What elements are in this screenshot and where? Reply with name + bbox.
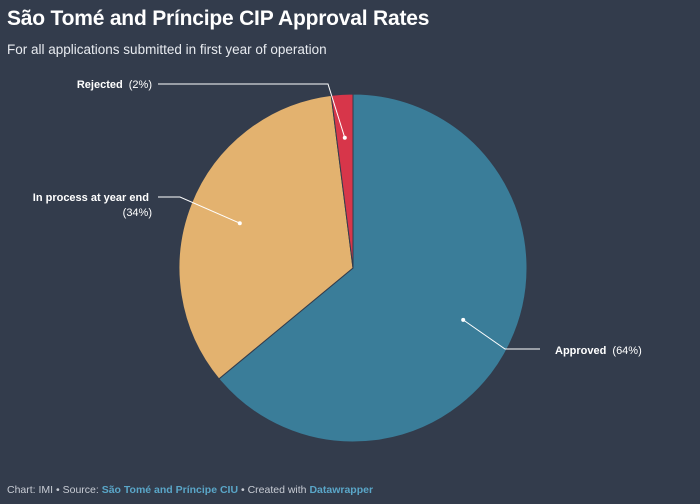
leader-dot-rejected <box>342 135 347 140</box>
pie-slice-in-process[interactable] <box>178 94 354 380</box>
chart-subtitle: For all applications submitted in first … <box>7 42 327 57</box>
footer-prefix: Chart: IMI • Source: <box>7 484 102 496</box>
label-name: Approved <box>555 345 606 357</box>
footer-credits: Chart: IMI • Source: São Tomé and Prínci… <box>7 484 373 496</box>
pie-slice-approved[interactable] <box>218 93 528 443</box>
label-value: (2%) <box>129 79 152 91</box>
label-value: (64%) <box>612 345 641 357</box>
slice-label-approved: Approved (64%) <box>555 345 642 357</box>
leader-dot-in-process <box>237 221 242 226</box>
chart-title: São Tomé and Príncipe CIP Approval Rates <box>7 7 430 30</box>
label-value: (34%) <box>123 207 152 219</box>
slice-label-rejected: Rejected (2%) <box>77 79 152 91</box>
leader-line-in-process <box>158 196 241 224</box>
label-name: Rejected <box>77 79 123 91</box>
source-link[interactable]: São Tomé and Príncipe CIU <box>101 484 239 496</box>
leader-line-rejected <box>158 83 346 138</box>
label-name: In process at year end <box>33 192 149 204</box>
slice-label-in-process: In process at year end (34%) <box>33 192 152 219</box>
leader-line-approved <box>462 319 540 350</box>
leader-dot-approved <box>461 317 466 322</box>
datawrapper-link[interactable]: Datawrapper <box>309 484 374 496</box>
footer-middle: • Created with <box>238 484 310 496</box>
